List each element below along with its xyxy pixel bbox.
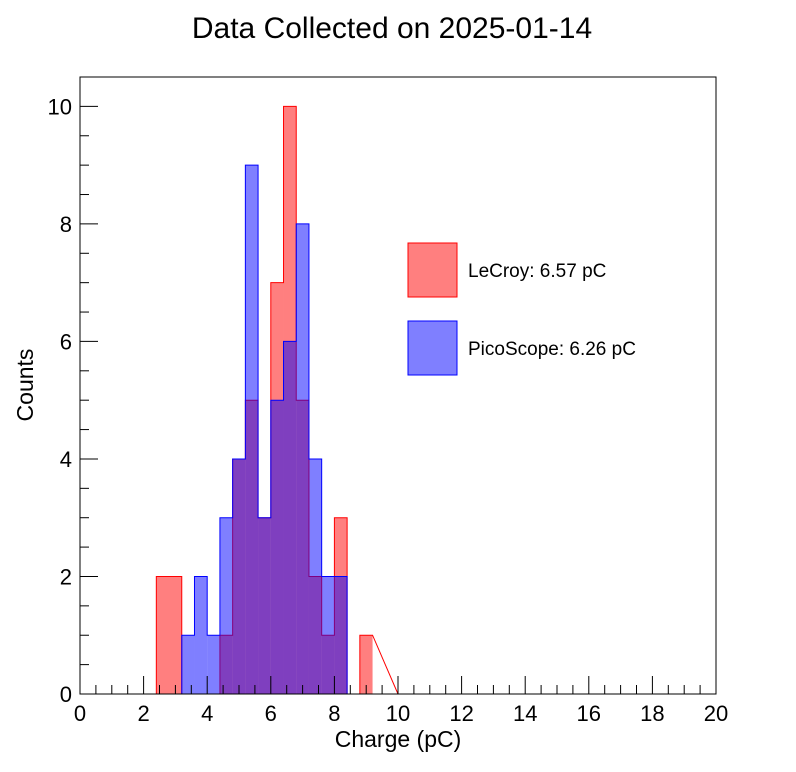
histogram-bar [181,635,195,694]
histogram-bar [245,165,259,695]
histogram-bar [219,517,233,694]
y-tick-label: 0 [60,682,72,707]
legend-label: LeCroy: 6.57 pC [468,261,606,282]
series-layer [155,105,399,695]
y-tick-label: 4 [60,447,72,472]
y-tick-label: 10 [48,94,72,119]
axis-layer: 0 2 4 6 8 10 12 14 16 18 20 0 2 4 6 8 10 [48,76,728,726]
x-tick-label: 12 [449,701,473,726]
x-tick-label: 14 [513,701,537,726]
legend-swatch [407,242,458,298]
x-axis-label: Charge (pC) [335,726,462,752]
y-tick-label: 6 [60,329,72,354]
x-tick-label: 4 [201,701,213,726]
legend-label: PicoScope: 6.26 pC [468,339,636,360]
histogram-bar [207,635,220,694]
histogram-bar [232,458,246,694]
y-tick-label: 2 [60,564,72,589]
histogram-bar [283,341,297,694]
x-tick-label: 18 [640,701,664,726]
histogram-outline [156,164,398,695]
x-tick-label: 16 [577,701,601,726]
x-tick-label: 2 [137,701,149,726]
histogram-bar [334,576,348,694]
chart-title: Data Collected on 2025-01-14 [192,12,592,45]
legend-swatch [407,320,458,376]
histogram-bar [258,517,271,694]
x-tick-label: 20 [704,701,728,726]
histogram-bar [321,576,335,694]
histogram-bar [194,576,208,694]
series-2 [156,164,398,695]
histogram-bar [296,223,309,694]
histogram-bar [359,635,373,694]
x-tick-label: 10 [386,701,410,726]
x-tick-label: 8 [328,701,340,726]
x-tick-label: 0 [74,701,86,726]
legend: LeCroy: 6.57 pC PicoScope: 6.26 pC [407,242,636,376]
histogram-bar [308,458,322,694]
histogram-bar [156,576,182,694]
histogram-bar [270,400,284,694]
x-tick-label: 6 [265,701,277,726]
y-axis-label: Counts [12,349,38,422]
y-tick-label: 8 [60,212,72,237]
